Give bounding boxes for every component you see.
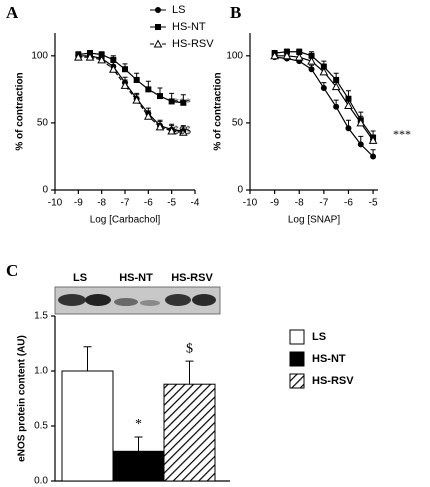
point [270,51,279,60]
y-tick-label: 1.5 [34,311,48,322]
y-tick-label: 50 [232,118,244,129]
error-bar [185,360,194,385]
legend-label: HS-NT [172,21,206,33]
point [294,52,304,61]
panel-label: A [6,3,19,22]
annotation: *** [393,127,411,141]
legend-label: HS-RSV [312,375,354,387]
y-axis-label: % of contraction [213,72,224,150]
point [282,51,292,60]
bar [112,450,165,482]
x-tick-label: -7 [121,198,130,209]
legend-marker [155,7,161,13]
panel-label: B [230,3,241,22]
y-axis-label: % of contraction [15,72,26,150]
error-bar [83,346,92,371]
y-tick-label: 0 [237,185,243,196]
legend-swatch [289,351,305,367]
legend-label: HS-RSV [172,38,214,50]
point [180,99,187,106]
panel-label: C [6,261,18,280]
y-tick-label: 0 [42,185,48,196]
point [108,64,118,73]
bar [61,370,114,482]
point [320,85,327,92]
legend-marker [153,39,163,48]
legend-label: LS [172,4,185,16]
x-tick-label: -9 [74,198,83,209]
point [120,80,130,89]
x-tick-label: -6 [344,198,353,209]
x-tick-label: -10 [243,198,258,209]
annotation: * [135,417,142,432]
point [133,76,140,83]
annotation: $$$ [173,123,191,137]
point [167,126,177,135]
point [178,127,188,136]
x-tick-label: -7 [319,198,328,209]
point [296,48,303,55]
point [73,52,83,61]
blot-label: LS [73,272,87,284]
blot-label: HS-RSV [171,272,213,284]
x-tick-label: -4 [191,198,200,209]
annotation: $ [186,341,193,356]
y-tick-label: 100 [31,50,48,61]
point [155,122,165,131]
point [168,98,175,105]
y-tick-label: 1.0 [34,366,48,377]
point [145,86,152,93]
legend-swatch [289,373,305,389]
y-tick-label: 0.0 [34,476,48,487]
y-tick-label: 100 [226,50,243,61]
series-line [78,52,184,104]
x-tick-label: -6 [144,198,153,209]
point [368,135,378,144]
x-tick-label: -8 [97,198,106,209]
point [132,95,142,104]
point [98,51,105,58]
x-tick-label: -10 [48,198,63,209]
point [345,125,352,132]
legend-label: HS-NT [312,353,346,365]
y-axis-label: eNOS protein content (AU) [17,335,28,462]
series-line [78,55,184,132]
point [357,141,364,148]
x-axis-label: Log [Carbachol] [90,215,161,226]
point [333,103,340,110]
point [157,93,163,100]
series-line [78,56,184,133]
legend-marker [155,24,161,30]
x-tick-label: -5 [167,198,176,209]
x-tick-label: -5 [369,198,378,209]
western-blot [54,286,221,315]
point [122,66,128,73]
legend-swatch [289,329,305,345]
point [331,82,341,91]
point [344,100,353,109]
point [308,52,315,59]
x-axis-label: Log [SNAP] [288,215,340,226]
x-tick-label: -9 [270,198,279,209]
point [97,55,107,64]
point [85,52,95,61]
error-bar [134,436,143,452]
point [110,56,117,63]
x-tick-label: -8 [295,198,304,209]
y-tick-label: 0.5 [34,421,48,432]
legend-label: LS [312,331,326,343]
y-tick-label: 50 [37,118,49,129]
point [370,153,377,160]
bar [163,383,216,482]
point [356,118,366,127]
point [308,66,315,73]
blot-label: HS-NT [119,272,153,284]
point [319,67,329,76]
point [143,111,153,120]
annotation: *** [173,95,191,109]
point [307,56,316,65]
